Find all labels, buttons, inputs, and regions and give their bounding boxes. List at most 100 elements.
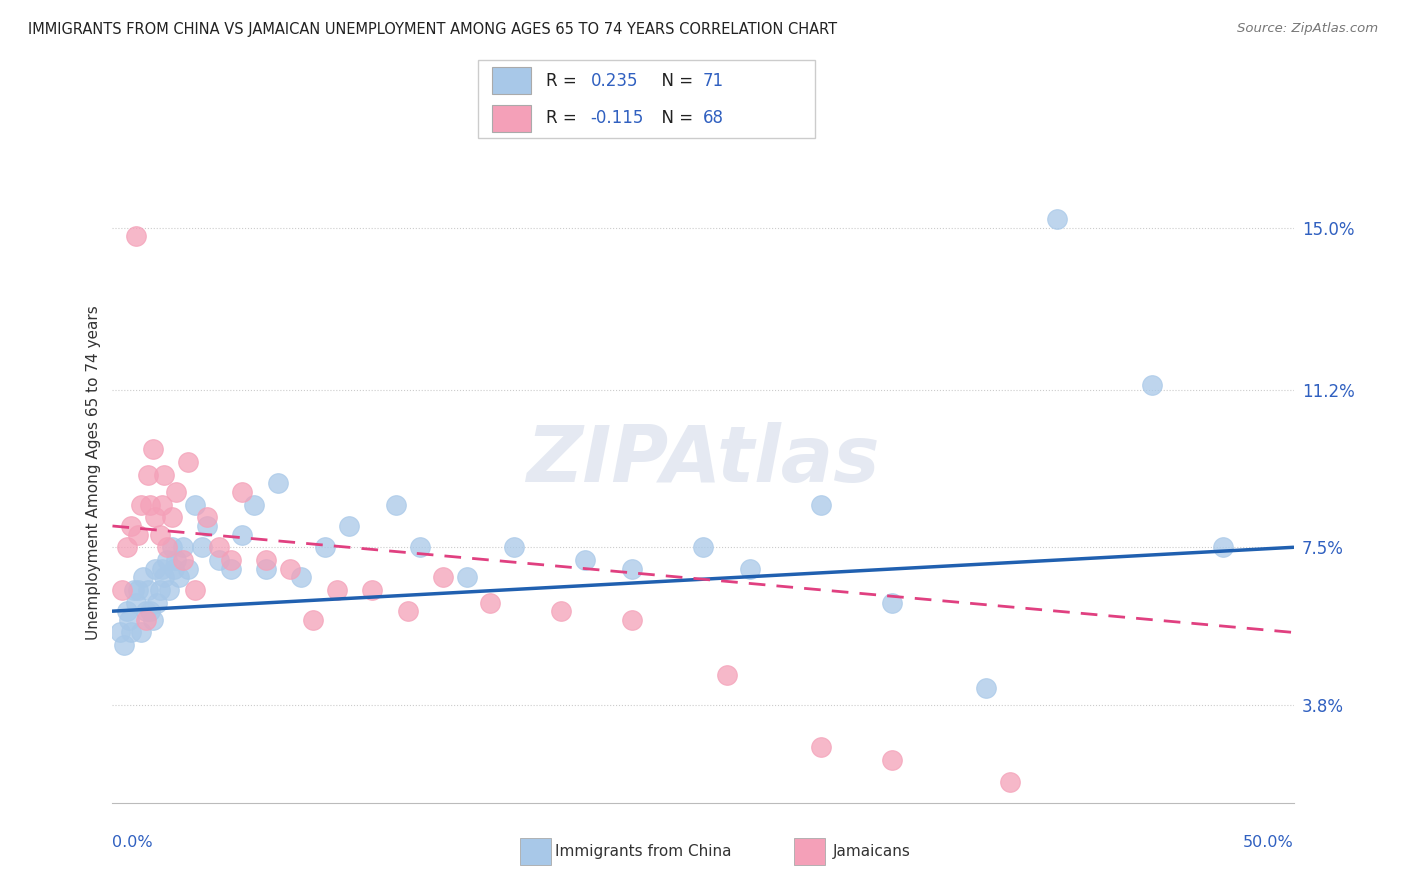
Point [177,455,200,469]
Point [1140,378,1163,392]
Point [167,570,190,584]
Point [135,613,157,627]
Point [177,561,200,575]
Point [108,625,131,640]
Text: 71: 71 [703,71,724,89]
Point [408,541,430,555]
Point [153,570,176,584]
Point [157,582,180,597]
Point [880,596,903,610]
Text: 0.0%: 0.0% [112,836,153,850]
Point [740,561,762,575]
Point [278,561,301,575]
Point [184,582,207,597]
Point [136,467,159,482]
Point [172,553,194,567]
Text: 0.235: 0.235 [591,71,638,89]
Point [120,519,142,533]
Y-axis label: Unemployment Among Ages 65 to 74 years: Unemployment Among Ages 65 to 74 years [86,305,101,640]
Point [132,570,155,584]
Point [142,442,165,457]
Text: -0.115: -0.115 [591,110,644,128]
Text: N =: N = [651,110,699,128]
Point [143,561,166,575]
Point [1046,212,1069,227]
Point [231,484,253,499]
Point [880,753,903,767]
Point [129,625,152,640]
Text: R =: R = [546,110,582,128]
Point [243,498,266,512]
Point [267,476,290,491]
Point [432,570,454,584]
Point [136,582,159,597]
Point [456,570,478,584]
Point [149,582,172,597]
Point [621,561,644,575]
Point [574,553,596,567]
Point [692,541,714,555]
Point [254,553,277,567]
Point [172,541,194,555]
Point [195,510,218,524]
Point [254,561,277,575]
Point [621,613,644,627]
Point [156,553,179,567]
Point [810,740,832,755]
Point [115,604,138,618]
Text: Jamaicans: Jamaicans [832,845,910,859]
Point [302,613,325,627]
Point [115,541,138,555]
Point [550,604,572,618]
Point [122,582,145,597]
Point [503,541,526,555]
Text: Source: ZipAtlas.com: Source: ZipAtlas.com [1237,22,1378,36]
Point [139,604,162,618]
Point [314,541,336,555]
Point [361,582,384,597]
Text: ZIPAtlas: ZIPAtlas [526,422,880,498]
Point [998,774,1021,789]
Point [208,541,231,555]
Point [125,596,148,610]
Point [479,596,502,610]
Point [135,604,157,618]
Point [112,638,135,652]
Point [1212,541,1234,555]
Point [150,561,173,575]
Point [191,541,214,555]
Point [326,582,349,597]
Point [118,613,141,627]
Point [160,541,183,555]
Point [219,561,242,575]
Point [120,625,142,640]
Point [208,553,231,567]
Point [337,519,360,533]
Point [219,553,242,567]
Point [165,484,187,499]
Text: IMMIGRANTS FROM CHINA VS JAMAICAN UNEMPLOYMENT AMONG AGES 65 TO 74 YEARS CORRELA: IMMIGRANTS FROM CHINA VS JAMAICAN UNEMPL… [28,22,837,37]
Point [111,582,134,597]
Text: 50.0%: 50.0% [1243,836,1294,850]
Text: N =: N = [651,71,699,89]
Point [385,498,408,512]
Point [290,570,312,584]
Point [195,519,218,533]
Point [163,561,186,575]
Point [160,510,183,524]
Point [127,582,149,597]
Point [149,527,172,541]
Point [153,467,176,482]
Text: R =: R = [546,71,582,89]
Point [127,527,149,541]
Point [165,553,187,567]
Text: Immigrants from China: Immigrants from China [555,845,733,859]
Point [184,498,207,512]
Point [146,596,169,610]
Point [150,498,173,512]
Point [125,229,148,244]
Point [396,604,419,618]
Point [810,498,832,512]
Point [143,510,166,524]
Point [976,681,998,695]
